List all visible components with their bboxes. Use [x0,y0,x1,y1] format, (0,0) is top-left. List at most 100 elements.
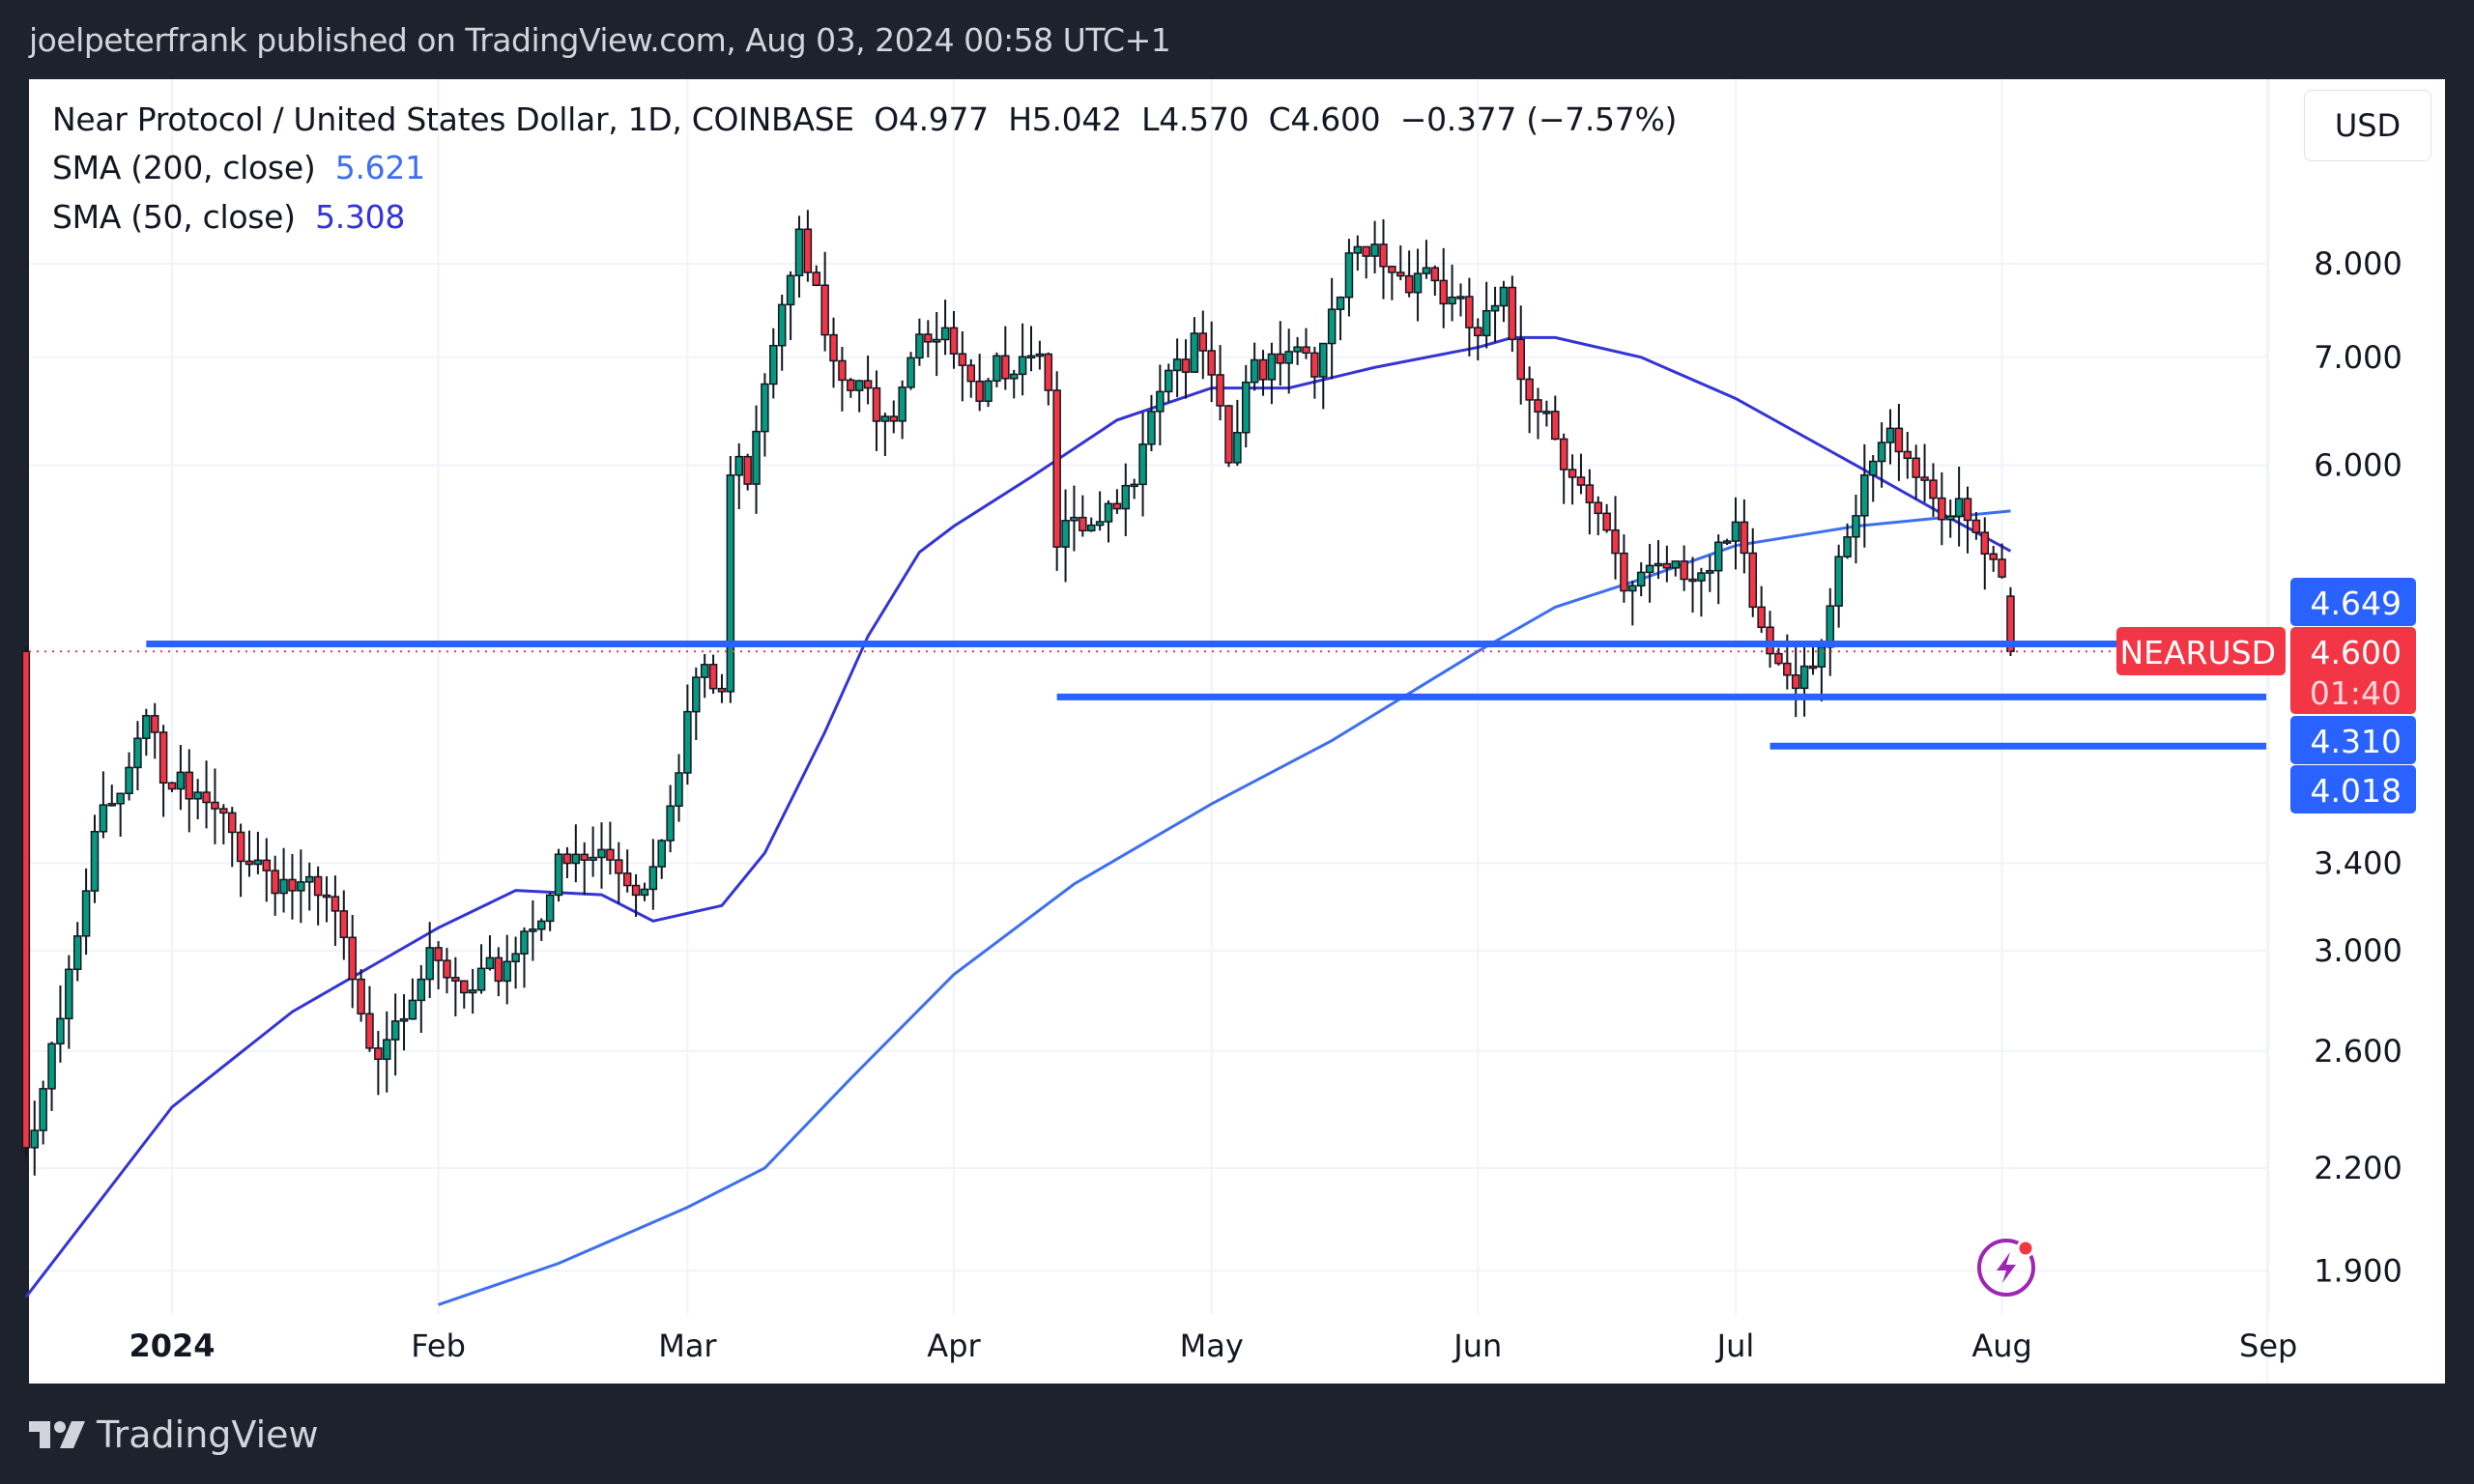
candle[interactable] [958,331,967,402]
candle[interactable] [1379,218,1388,300]
tradingview-logo[interactable]: TradingView [29,1413,319,1456]
candle[interactable] [1963,486,1972,554]
candle[interactable] [443,948,451,994]
candle[interactable] [1568,454,1577,505]
candle[interactable] [1422,240,1431,279]
candle[interactable] [1448,264,1456,322]
candle[interactable] [374,1030,383,1096]
candle[interactable] [692,667,701,741]
lightning-icon[interactable] [1977,1239,2035,1297]
candle[interactable] [236,823,245,898]
candle[interactable] [1620,534,1628,603]
candle[interactable] [1602,503,1611,533]
candle[interactable] [648,839,658,910]
candle[interactable] [571,824,581,883]
candle[interactable] [451,956,460,1016]
candle[interactable] [597,822,606,889]
candle[interactable] [56,985,65,1063]
candle[interactable] [631,873,641,917]
candle[interactable] [683,684,692,785]
candle[interactable] [1172,338,1182,398]
candle[interactable] [777,295,787,371]
candle[interactable] [245,830,254,877]
candle[interactable] [794,215,804,298]
currency-button[interactable]: USD [2304,90,2431,161]
candle[interactable] [1164,363,1173,403]
candle[interactable] [700,653,709,699]
candle[interactable] [1594,496,1602,536]
candle[interactable] [1688,556,1697,614]
candle[interactable] [339,890,349,960]
candle[interactable] [1843,523,1852,559]
candle[interactable] [1757,585,1766,634]
candle[interactable] [511,936,520,989]
chart-pane[interactable] [29,79,2445,1384]
candle[interactable] [1404,250,1414,298]
candle[interactable] [966,358,976,398]
candle[interactable] [1198,310,1208,380]
candle[interactable] [158,725,168,817]
candle[interactable] [880,413,890,457]
candle[interactable] [1430,265,1440,297]
candle[interactable] [1026,326,1036,372]
candle[interactable] [1344,239,1354,317]
candle[interactable] [761,373,769,457]
candle[interactable] [1079,495,1087,537]
candle[interactable] [872,370,881,451]
candle[interactable] [167,782,177,792]
candle[interactable] [1130,478,1138,499]
candle[interactable] [1242,364,1251,448]
candle[interactable] [675,754,683,822]
candle[interactable] [1224,405,1233,468]
candle[interactable] [640,882,649,901]
candle[interactable] [1276,321,1285,386]
candle[interactable] [812,265,820,287]
candle[interactable] [898,380,906,440]
candle[interactable] [1052,371,1061,571]
candle[interactable] [1156,364,1165,445]
candle[interactable] [854,380,864,413]
candle[interactable] [1989,545,1998,572]
candle[interactable] [1971,511,1981,540]
candle[interactable] [1998,543,2006,579]
candle[interactable] [219,804,228,845]
candle[interactable] [1474,318,1482,361]
candle[interactable] [262,838,272,902]
candle[interactable] [383,1011,391,1093]
candle[interactable] [1877,422,1886,488]
candle[interactable] [1551,395,1560,441]
candle[interactable] [65,955,73,1049]
candle[interactable] [90,814,100,903]
candle[interactable] [580,842,589,896]
candle[interactable] [1190,317,1199,373]
candle[interactable] [606,821,615,875]
candle[interactable] [1250,342,1259,391]
candle[interactable] [838,347,847,412]
candle[interactable] [39,1080,47,1145]
candle[interactable] [1585,469,1595,535]
candle[interactable] [99,771,108,839]
candle[interactable] [47,1042,56,1111]
candle[interactable] [503,934,511,1005]
candle[interactable] [537,918,546,941]
candle[interactable] [1353,235,1363,271]
candle[interactable] [1611,496,1620,580]
candle[interactable] [72,922,82,982]
candle[interactable] [1534,387,1542,440]
candle[interactable] [1559,433,1568,504]
candle[interactable] [1319,342,1328,410]
sma200-legend[interactable]: SMA (200, close) 5.621 [52,149,425,186]
candle[interactable] [1791,644,1800,718]
candle[interactable] [1009,369,1019,399]
symbol-title[interactable]: Near Protocol / United States Dollar, 1D… [52,100,854,138]
candle[interactable] [494,947,503,997]
candle[interactable] [622,849,632,893]
candle[interactable] [1954,466,1964,547]
candle[interactable] [1490,286,1500,343]
candle[interactable] [1885,409,1895,465]
candle[interactable] [133,721,142,790]
candle[interactable] [253,831,263,874]
candle[interactable] [1920,443,1929,502]
candle[interactable] [30,1100,40,1176]
